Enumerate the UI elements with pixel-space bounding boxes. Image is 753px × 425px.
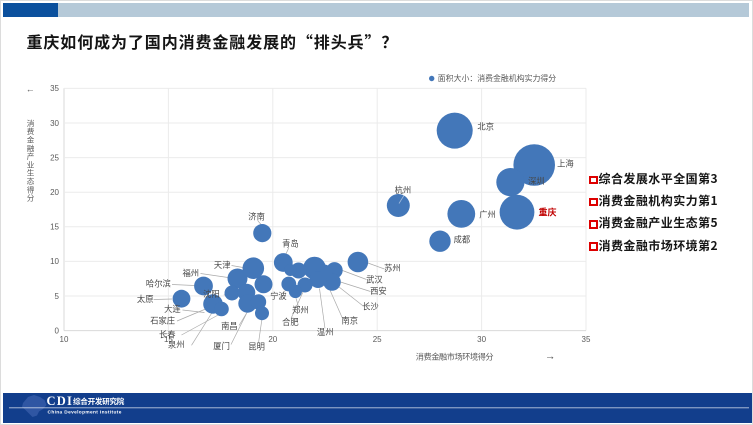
svg-text:30: 30 <box>50 119 59 128</box>
svg-text:得: 得 <box>27 184 35 195</box>
svg-text:重庆: 重庆 <box>539 205 557 218</box>
svg-text:天津: 天津 <box>214 259 231 271</box>
svg-text:0: 0 <box>55 326 60 335</box>
svg-text:35: 35 <box>582 335 591 344</box>
svg-text:5: 5 <box>55 292 60 301</box>
svg-text:30: 30 <box>477 335 486 344</box>
svg-text:温州: 温州 <box>317 326 334 338</box>
svg-text:苏州: 苏州 <box>384 262 401 274</box>
svg-text:宁波: 宁波 <box>270 290 287 302</box>
svg-text:西安: 西安 <box>370 285 387 297</box>
svg-text:综合开发研究院: 综合开发研究院 <box>73 396 125 407</box>
svg-text:泉州: 泉州 <box>168 338 185 350</box>
svg-text:青岛: 青岛 <box>282 238 299 250</box>
svg-text:南昌: 南昌 <box>221 320 238 332</box>
svg-text:融: 融 <box>27 143 35 154</box>
svg-text:业: 业 <box>27 159 35 170</box>
svg-text:产: 产 <box>27 151 35 162</box>
svg-text:生: 生 <box>27 168 35 179</box>
svg-text:杭州: 杭州 <box>395 184 412 196</box>
svg-text:福州: 福州 <box>183 267 200 279</box>
svg-text:昆明: 昆明 <box>248 341 265 353</box>
svg-text:长春: 长春 <box>159 328 176 340</box>
svg-text:沈阳: 沈阳 <box>203 288 220 300</box>
svg-text:南京: 南京 <box>342 315 359 327</box>
svg-text:15: 15 <box>50 223 59 232</box>
svg-text:广州: 广州 <box>479 208 496 220</box>
svg-text:武汉: 武汉 <box>366 273 383 285</box>
svg-text:石家庄: 石家庄 <box>150 314 175 326</box>
svg-text:长沙: 长沙 <box>362 300 379 312</box>
svg-text:哈尔滨: 哈尔滨 <box>146 278 171 290</box>
svg-text:上海: 上海 <box>557 158 574 170</box>
svg-text:China Development Institute: China Development Institute <box>48 410 122 416</box>
svg-text:太原: 太原 <box>137 293 154 305</box>
svg-text:←: ← <box>26 84 35 94</box>
svg-text:→: → <box>545 351 556 363</box>
svg-text:25: 25 <box>50 153 59 162</box>
svg-text:合肥: 合肥 <box>282 316 299 328</box>
svg-text:深圳: 深圳 <box>528 175 545 187</box>
svg-text:CDI: CDI <box>47 394 74 408</box>
svg-text:15: 15 <box>164 335 173 344</box>
svg-text:金: 金 <box>27 135 35 146</box>
svg-text:费: 费 <box>27 126 35 137</box>
svg-text:35: 35 <box>50 84 59 93</box>
svg-text:消: 消 <box>27 118 35 129</box>
svg-text:郑州: 郑州 <box>292 304 309 316</box>
svg-text:10: 10 <box>50 257 59 266</box>
svg-text:20: 20 <box>268 335 277 344</box>
svg-text:面积大小：消费金融机构实力得分: 面积大小：消费金融机构实力得分 <box>438 73 556 84</box>
svg-text:北京: 北京 <box>477 121 494 133</box>
svg-text:20: 20 <box>50 188 59 197</box>
svg-text:大连: 大连 <box>164 303 181 315</box>
svg-text:10: 10 <box>60 335 69 344</box>
svg-text:济南: 济南 <box>248 210 265 222</box>
svg-text:分: 分 <box>27 193 35 204</box>
svg-text:厦门: 厦门 <box>213 340 230 352</box>
svg-text:态: 态 <box>27 176 35 187</box>
svg-text:成都: 成都 <box>454 234 471 246</box>
svg-text:25: 25 <box>373 335 382 344</box>
svg-text:消费金融市场环境得分: 消费金融市场环境得分 <box>416 350 494 362</box>
